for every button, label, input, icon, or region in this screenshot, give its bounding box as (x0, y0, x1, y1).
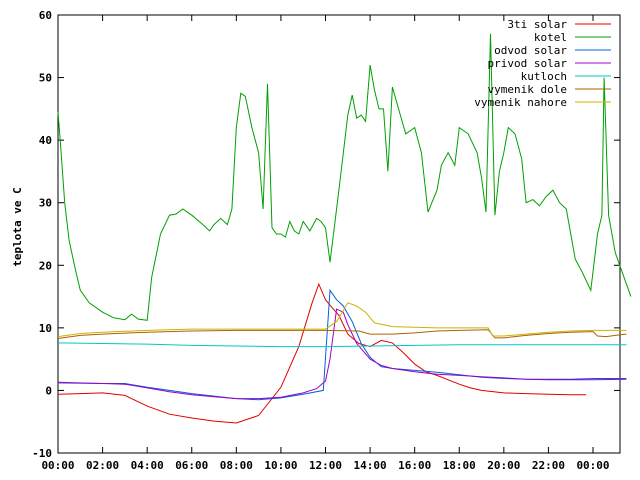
axes-layer: -10 0 10 20 30 40 50 60 00:00 02:00 04:00 06:00 08:0… (32, 9, 621, 472)
legend-label: kotel (534, 31, 567, 44)
x-tick-label: 18:00 (443, 459, 476, 472)
legend-label: privod solar (488, 57, 568, 70)
x-tick-label: 14:00 (354, 459, 387, 472)
legend-label: vymenik nahore (474, 96, 567, 109)
x-tick-label: 04:00 (131, 459, 164, 472)
x-tick-label: 12:00 (309, 459, 342, 472)
y-tick-label: 20 (39, 259, 52, 272)
y-tick-label: -10 (32, 447, 52, 460)
series-line-kutloch (57, 342, 627, 348)
plot-border (57, 14, 621, 454)
series-line-privod-solar (57, 308, 627, 400)
legend-label: vymenik dole (488, 83, 567, 96)
series-line-kotel (57, 33, 632, 321)
series-line-vymenik-nahore (57, 302, 627, 338)
legend-label: odvod solar (494, 44, 567, 57)
x-tick-label: 10:00 (264, 459, 297, 472)
y-tick-label: 30 (39, 197, 52, 210)
x-tick-label: 08:00 (220, 459, 253, 472)
x-tick-label: 20:00 (487, 459, 520, 472)
x-tick-label: 22:00 (532, 459, 565, 472)
y-tick-label: 60 (39, 9, 52, 22)
y-axis-label: teplota ve C (11, 187, 24, 266)
y-tick-label: 10 (39, 322, 52, 335)
y-tick-label: 40 (39, 134, 52, 147)
x-tick-label: 00:00 (41, 459, 74, 472)
series-line-vymenik-dole (57, 329, 627, 339)
x-tick-label: 16:00 (398, 459, 431, 472)
x-tick-label: 02:00 (86, 459, 119, 472)
x-tick-label: 06:00 (175, 459, 208, 472)
series-layer (57, 33, 632, 424)
legend-label: kutloch (521, 70, 567, 83)
y-tick-label: 0 (45, 384, 52, 397)
x-tick-label: 00:00 (576, 459, 609, 472)
y-tick-label: 50 (39, 72, 52, 85)
legend-label: 3ti solar (507, 18, 567, 31)
series-line-3ti-solar (57, 282, 587, 424)
